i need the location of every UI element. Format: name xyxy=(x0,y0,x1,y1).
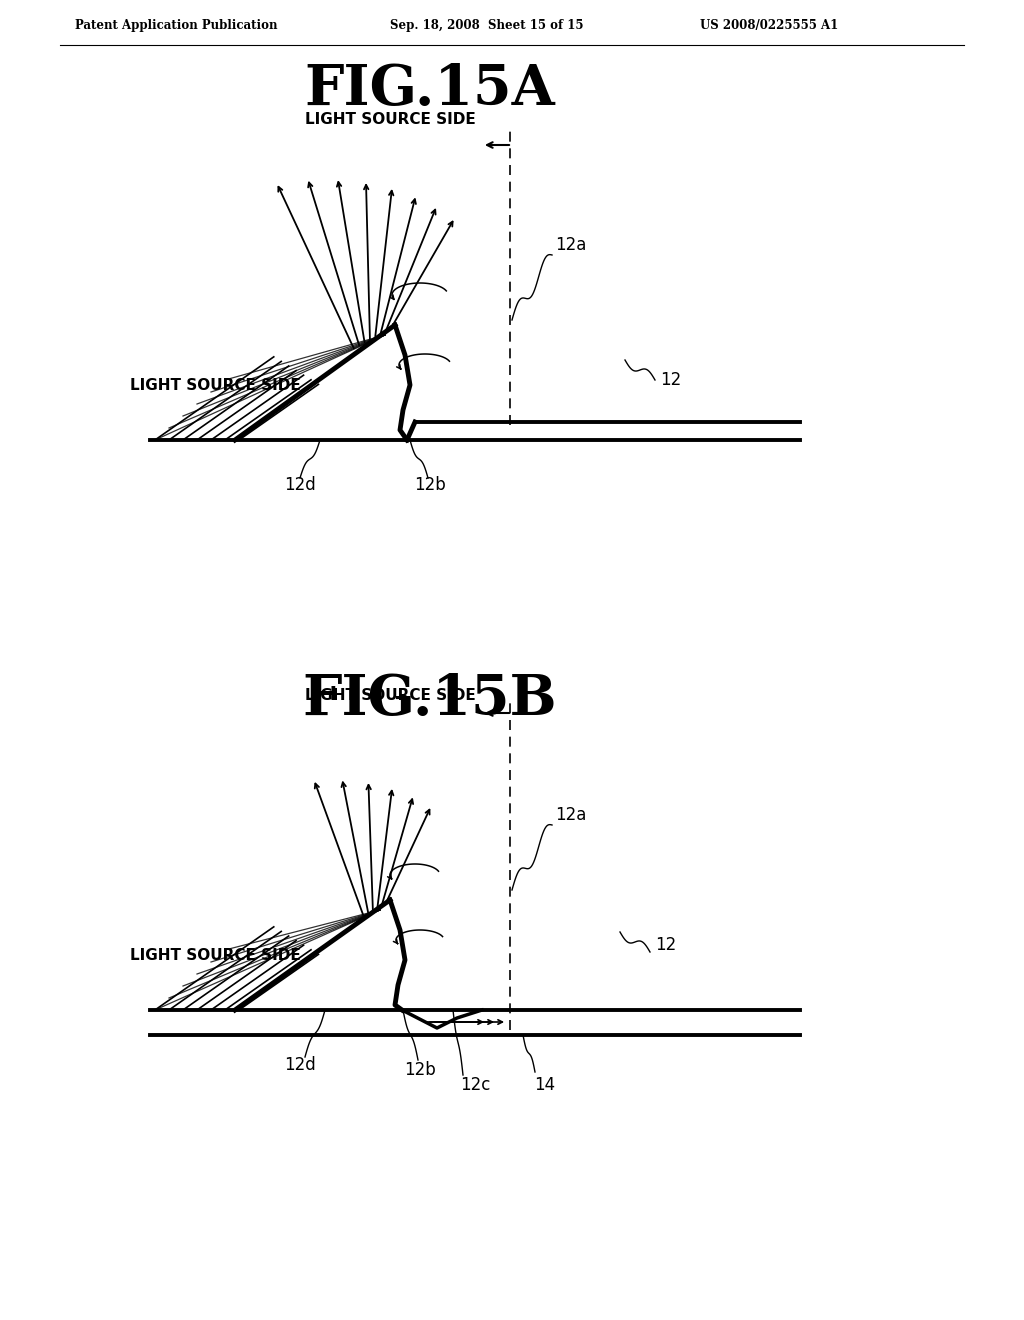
Text: 12b: 12b xyxy=(414,477,445,494)
Text: Patent Application Publication: Patent Application Publication xyxy=(75,18,278,32)
Text: 12: 12 xyxy=(660,371,681,389)
Text: 12d: 12d xyxy=(284,477,315,494)
Text: LIGHT SOURCE SIDE: LIGHT SOURCE SIDE xyxy=(130,948,300,962)
Text: 14: 14 xyxy=(535,1076,556,1094)
Text: US 2008/0225555 A1: US 2008/0225555 A1 xyxy=(700,18,839,32)
Text: 12a: 12a xyxy=(555,807,587,824)
Text: 12: 12 xyxy=(655,936,676,954)
Text: LIGHT SOURCE SIDE: LIGHT SOURCE SIDE xyxy=(304,688,475,702)
Text: LIGHT SOURCE SIDE: LIGHT SOURCE SIDE xyxy=(304,112,475,128)
Text: FIG.15B: FIG.15B xyxy=(303,672,557,727)
Text: Sep. 18, 2008  Sheet 15 of 15: Sep. 18, 2008 Sheet 15 of 15 xyxy=(390,18,584,32)
Text: LIGHT SOURCE SIDE: LIGHT SOURCE SIDE xyxy=(130,378,300,392)
Text: 12b: 12b xyxy=(404,1061,436,1078)
Text: 12a: 12a xyxy=(555,236,587,253)
Text: FIG.15A: FIG.15A xyxy=(304,62,555,117)
Text: 12c: 12c xyxy=(460,1076,490,1094)
Text: 12d: 12d xyxy=(284,1056,315,1074)
